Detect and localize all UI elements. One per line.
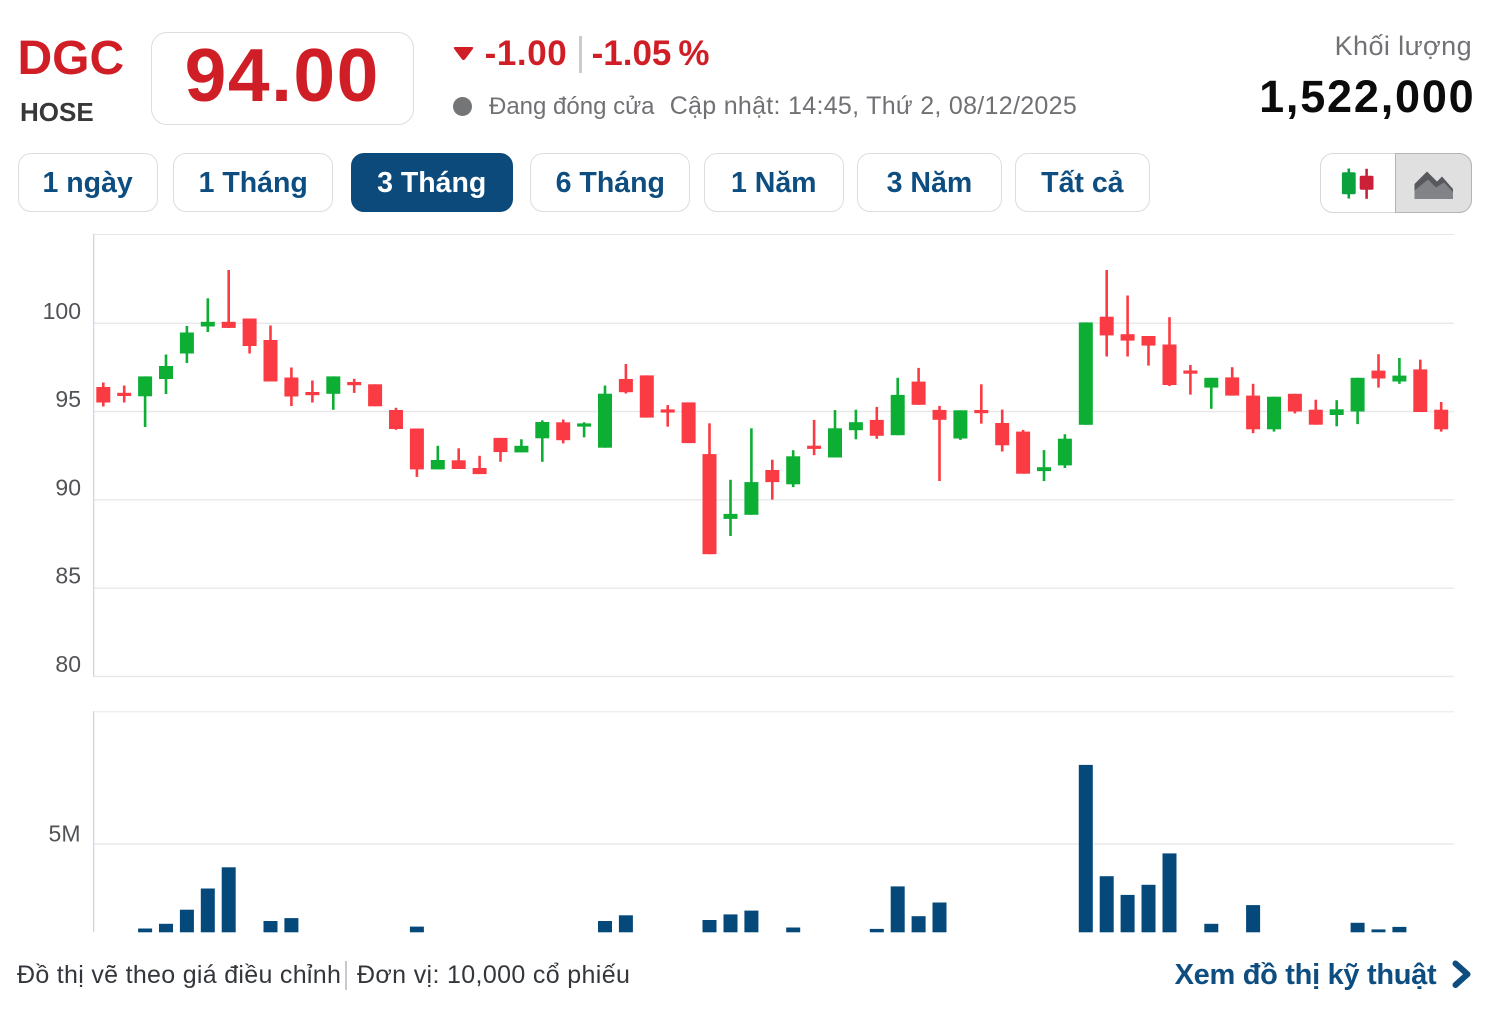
svg-text:90: 90 xyxy=(55,474,81,500)
svg-text:100: 100 xyxy=(43,298,81,324)
svg-text:5M: 5M xyxy=(49,820,81,846)
svg-text:95: 95 xyxy=(55,386,81,412)
svg-text:80: 80 xyxy=(55,651,81,677)
svg-text:85: 85 xyxy=(55,563,81,589)
